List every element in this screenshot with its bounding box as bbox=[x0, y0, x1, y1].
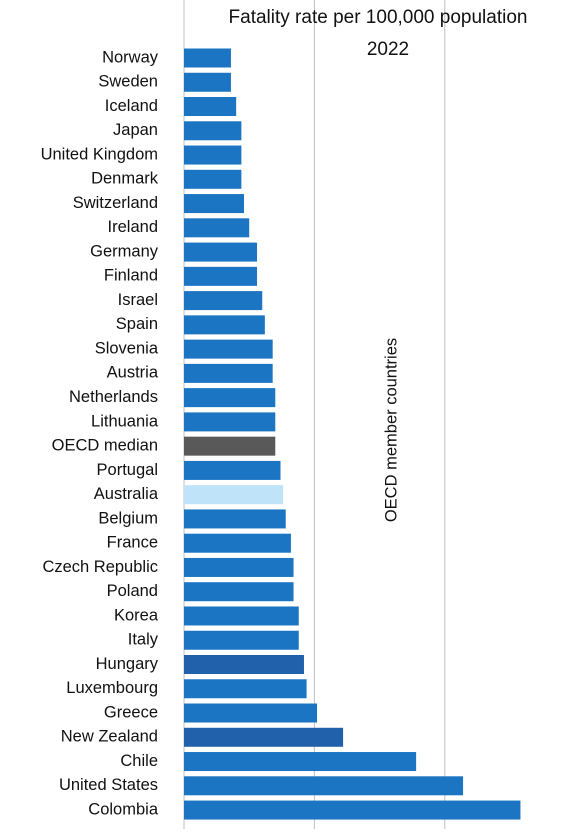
y-tick-label: France bbox=[107, 534, 158, 552]
y-tick-label: Japan bbox=[113, 121, 158, 139]
y-tick-label: Australia bbox=[94, 485, 159, 503]
bar bbox=[184, 557, 294, 577]
bar bbox=[184, 630, 299, 650]
y-tick-label: OECD median bbox=[52, 437, 158, 455]
y-tick-label: Slovenia bbox=[95, 339, 159, 357]
y-tick-label: Finland bbox=[104, 267, 158, 285]
chart-title: Fatality rate per 100,000 population bbox=[229, 7, 528, 28]
bar bbox=[184, 655, 304, 674]
bar bbox=[184, 582, 294, 602]
bar bbox=[184, 291, 263, 311]
y-tick-label: Luxembourg bbox=[66, 679, 158, 697]
bar bbox=[184, 218, 250, 238]
bar bbox=[184, 436, 276, 456]
bar bbox=[184, 752, 417, 772]
y-tick-label: Spain bbox=[116, 315, 158, 333]
y-tick-label: Switzerland bbox=[73, 194, 158, 212]
bar bbox=[184, 194, 244, 214]
bar bbox=[184, 266, 258, 286]
bar bbox=[184, 727, 344, 747]
y-tick-label: Lithuania bbox=[91, 412, 159, 430]
y-tick-label: Korea bbox=[114, 606, 159, 624]
bar bbox=[184, 606, 299, 626]
y-tick-label: Denmark bbox=[91, 170, 159, 188]
y-tick-label: United Kingdom bbox=[41, 145, 158, 163]
y-tick-label: Belgium bbox=[98, 509, 158, 527]
bar bbox=[184, 800, 521, 820]
bar bbox=[184, 533, 291, 553]
y-tick-label: Germany bbox=[90, 242, 159, 260]
bar bbox=[184, 485, 284, 505]
y-tick-label: Italy bbox=[128, 631, 159, 649]
y-tick-label: Sweden bbox=[98, 73, 158, 91]
y-tick-label: Colombia bbox=[88, 800, 159, 818]
bar bbox=[184, 776, 464, 796]
y-tick-label: Austria bbox=[107, 364, 159, 382]
y-tick-label: United States bbox=[59, 776, 158, 794]
y-tick-label: New Zealand bbox=[61, 728, 158, 746]
bar bbox=[184, 339, 273, 359]
y-tick-label: Greece bbox=[104, 703, 158, 721]
bar bbox=[184, 703, 318, 723]
bar bbox=[184, 412, 276, 432]
bar bbox=[184, 145, 242, 165]
annotation: OECD member countries bbox=[382, 338, 400, 522]
y-tick-label: Chile bbox=[120, 752, 158, 770]
bar bbox=[184, 679, 307, 699]
bar bbox=[184, 363, 273, 383]
bar bbox=[184, 121, 242, 141]
y-tick-label: Hungary bbox=[96, 655, 159, 673]
y-tick-label: Poland bbox=[107, 582, 158, 600]
y-tick-label: Portugal bbox=[97, 461, 158, 479]
y-tick-label: Netherlands bbox=[69, 388, 158, 406]
bar bbox=[184, 72, 231, 92]
bar bbox=[184, 48, 231, 68]
bar bbox=[184, 97, 237, 117]
bar bbox=[184, 242, 258, 262]
bar bbox=[184, 509, 286, 529]
y-tick-label: Iceland bbox=[105, 97, 158, 115]
bar bbox=[184, 388, 276, 408]
bar bbox=[184, 169, 242, 189]
bar bbox=[184, 315, 265, 335]
chart-subtitle: 2022 bbox=[367, 39, 409, 60]
bar bbox=[184, 460, 281, 480]
y-tick-label: Norway bbox=[102, 48, 159, 66]
y-tick-label: Czech Republic bbox=[42, 558, 158, 576]
y-tick-label: Ireland bbox=[108, 218, 158, 236]
y-tick-label: Israel bbox=[118, 291, 158, 309]
